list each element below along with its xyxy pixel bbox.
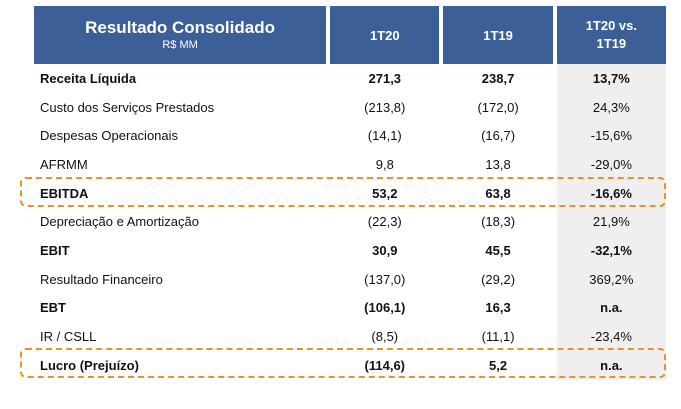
value-variation: -15,6% <box>556 121 666 151</box>
value-variation: -29,0% <box>556 150 666 179</box>
table-title: Resultado Consolidado <box>85 18 275 37</box>
table-row: EBIT 30,9 45,5 -32,1% <box>34 236 666 265</box>
value-1t20: 53,2 <box>372 185 398 201</box>
header-variation: 1T20 vs. 1T19 <box>556 6 666 64</box>
variation-label-line2: 1T19 <box>596 36 627 51</box>
table-body: Receita Líquida 271,3 238,7 13,7% Custo … <box>20 64 666 380</box>
header-period-1: 1T20 <box>330 6 440 64</box>
value-variation: 21,9% <box>556 207 666 237</box>
value-1t19: (11,1) <box>481 329 515 345</box>
table-row: Depreciação e Amortização (22,3) (18,3) … <box>34 207 666 237</box>
value-variation: 13,7% <box>556 64 666 93</box>
table-row: Receita Líquida 271,3 238,7 13,7% <box>34 64 666 93</box>
table-unit: R$ MM <box>162 39 198 51</box>
value-1t19: 5,2 <box>489 357 508 373</box>
table-row: AFRMM 9,8 13,8 -29,0% <box>34 150 666 179</box>
table-row: Custo dos Serviços Prestados (213,8) (17… <box>34 92 666 122</box>
value-1t20: (137,0) <box>364 271 406 287</box>
value-1t19: 238,7 <box>481 70 515 86</box>
value-variation: -23,4% <box>556 322 666 351</box>
ebitda-highlight-box <box>20 177 666 207</box>
period-1-label: 1T20 <box>369 27 400 43</box>
value-1t19: (18,3) <box>481 214 516 230</box>
variation-label-line1: 1T20 vs. <box>585 18 638 33</box>
net-income-highlight-box <box>20 348 666 378</box>
row-label: EBIT <box>40 242 70 258</box>
row-label: IR / CSLL <box>40 329 97 345</box>
table-row: Lucro (Prejuízo) (114,6) 5,2 n.a. <box>34 350 666 380</box>
value-1t19: 45,5 <box>485 242 511 258</box>
table-row: Resultado Financeiro (137,0) (29,2) 369,… <box>34 264 666 294</box>
table-row: EBT (106,1) 16,3 n.a. <box>34 293 666 323</box>
row-label: Receita Líquida <box>40 70 137 86</box>
value-1t20: (8,5) <box>371 329 399 345</box>
value-variation: 369,2% <box>556 264 666 294</box>
value-variation: 24,3% <box>556 92 666 122</box>
table-row: Despesas Operacionais (14,1) (16,7) -15,… <box>34 121 666 151</box>
table-row: EBITDA 53,2 63,8 -16,6% <box>34 178 666 208</box>
period-2-label: 1T19 <box>483 27 513 43</box>
value-1t19: 16,3 <box>485 300 511 316</box>
value-variation: -32,1% <box>556 236 666 265</box>
value-1t19: 63,8 <box>485 185 511 201</box>
value-variation: -16,6% <box>556 178 666 208</box>
row-label: EBT <box>40 300 66 316</box>
value-1t20: 30,9 <box>372 242 398 258</box>
header-period-2: 1T19 <box>443 6 553 64</box>
value-1t20: (106,1) <box>364 300 406 316</box>
row-label: Resultado Financeiro <box>40 271 163 287</box>
value-1t20: (114,6) <box>364 357 406 373</box>
row-label: Lucro (Prejuízo) <box>40 357 139 373</box>
value-1t20: 271,3 <box>368 70 402 86</box>
value-variation: n.a. <box>556 293 666 323</box>
value-1t19: (29,2) <box>481 271 516 287</box>
row-label: Despesas Operacionais <box>40 128 179 144</box>
value-1t19: (16,7) <box>481 128 516 144</box>
value-1t20: (22,3) <box>367 214 402 230</box>
table-header: Resultado Consolidado R$ MM 1T20 1T19 1T… <box>34 6 666 64</box>
table-row: IR / CSLL (8,5) (11,1) -23,4% <box>34 322 666 351</box>
row-label: AFRMM <box>40 156 88 172</box>
income-statement-table: Resultado Consolidado R$ MM 1T20 1T19 1T… <box>20 6 666 380</box>
row-label: Custo dos Serviços Prestados <box>40 99 215 115</box>
value-1t19: 13,8 <box>485 156 511 172</box>
value-1t19: (172,0) <box>477 99 519 115</box>
row-label: Depreciação e Amortização <box>40 214 199 230</box>
header-title-cell: Resultado Consolidado R$ MM <box>34 6 327 64</box>
value-1t20: (14,1) <box>367 128 402 144</box>
value-variation: n.a. <box>556 350 666 380</box>
value-1t20: (213,8) <box>364 99 406 115</box>
row-label: EBITDA <box>40 185 89 201</box>
value-1t20: 9,8 <box>375 156 394 172</box>
